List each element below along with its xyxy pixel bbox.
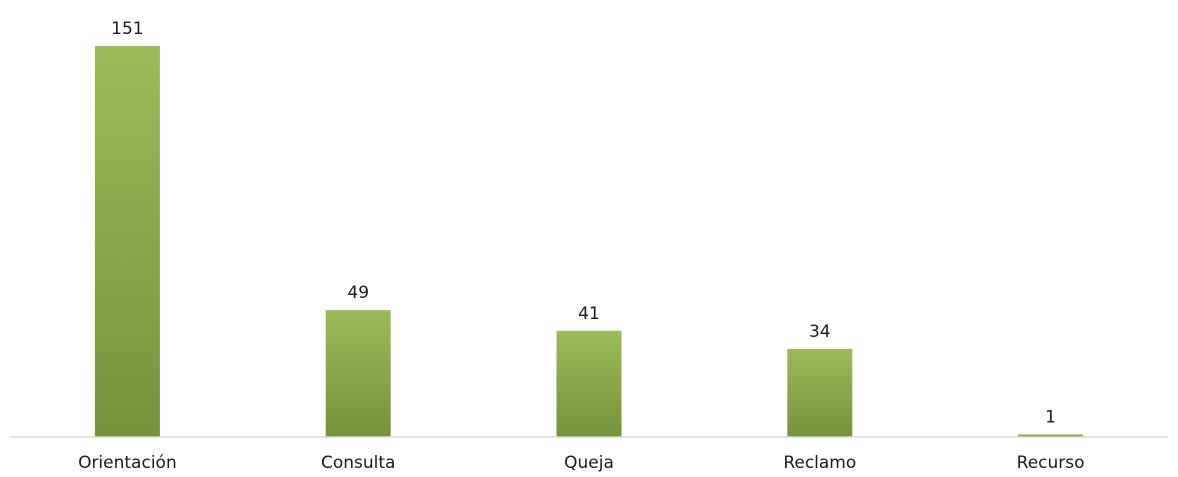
data-label: 34 bbox=[809, 322, 831, 342]
data-label: 49 bbox=[347, 283, 369, 303]
data-label: 1 bbox=[1045, 407, 1056, 427]
bar-reclamo bbox=[787, 349, 853, 437]
bar-consulta bbox=[325, 310, 391, 437]
bars-layer bbox=[94, 46, 1084, 437]
bar-recurso bbox=[1018, 434, 1084, 437]
x-tick-label: Consulta bbox=[321, 453, 395, 473]
x-tick-label: Recurso bbox=[1017, 453, 1085, 473]
bar-orientacion bbox=[94, 46, 160, 437]
x-tick-label: Queja bbox=[564, 453, 614, 473]
x-tick-label: Orientación bbox=[78, 453, 177, 473]
data-label: 41 bbox=[578, 304, 600, 324]
bar-queja bbox=[556, 330, 622, 437]
data-label: 151 bbox=[111, 19, 143, 39]
labels-layer: 151 Orientación 49 Consulta 41 Queja 34 Reclamo… bbox=[78, 19, 1084, 473]
x-tick-label: Reclamo bbox=[783, 453, 856, 473]
